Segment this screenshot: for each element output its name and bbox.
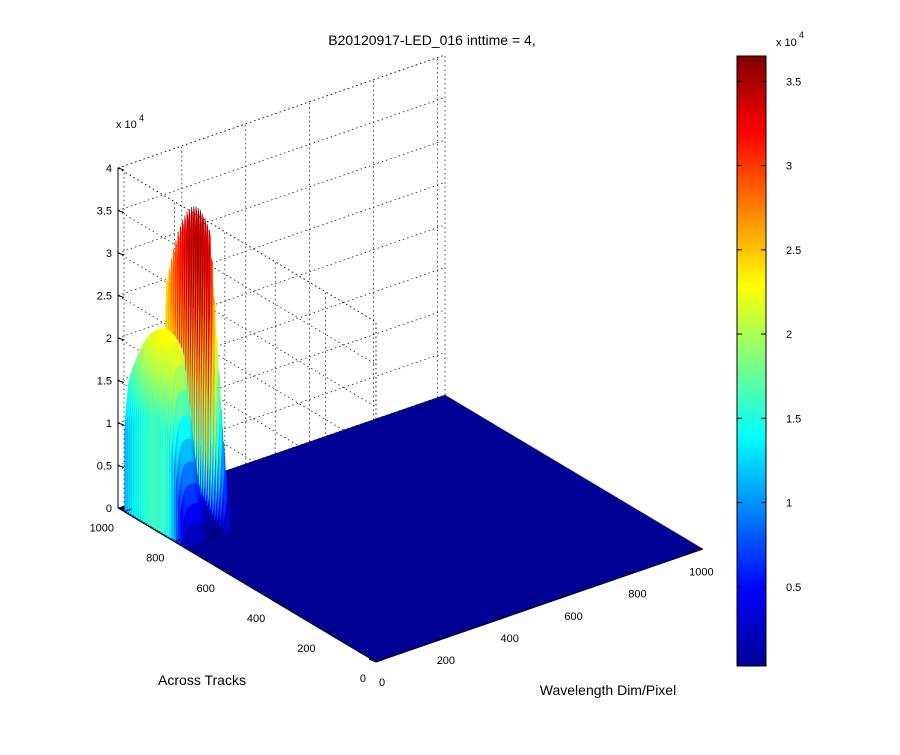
z-tick-mark-5 <box>117 295 125 298</box>
colorbar-tick-label-4: 2.5 <box>786 245 801 257</box>
colorbar-tick-label-2: 1.5 <box>786 413 801 425</box>
axis-layer: 0 0.5 1 1.5 2 2.5 3 3.5 4 0 200 400 600 800 1000 0 200 40… <box>90 163 714 689</box>
surface-row-27 <box>184 499 241 548</box>
x-tick-label-2: 400 <box>501 633 519 645</box>
x-tick-label-5: 1000 <box>689 567 713 579</box>
x-tick-label-1: 200 <box>437 655 455 667</box>
y-tick-mark-4 <box>174 538 182 543</box>
y-axis-label: Across Tracks <box>158 672 246 688</box>
x-tick-mark-4 <box>624 570 632 575</box>
surface-face <box>236 526 238 529</box>
z-tick-mark-2 <box>117 422 125 426</box>
colorbar-tick-label-0: 0.5 <box>786 582 801 594</box>
y-tick-label-4: 800 <box>146 553 164 565</box>
y-tick-label-1: 200 <box>297 643 315 655</box>
colorbar: 0.5 1 1.5 2 2.5 3 3.5 x 10 4 <box>736 30 804 667</box>
z-tick-mark-7 <box>117 210 125 213</box>
colorbar-tick-label-6: 3.5 <box>786 76 801 88</box>
z-tick-label-2: 1 <box>106 418 112 430</box>
grid-line-z-back-6 <box>117 139 446 254</box>
z-tick-label-7: 3.5 <box>97 206 112 218</box>
box-edge-4 <box>117 167 377 323</box>
chart-title: B20120917-LED_016 inttime = 4, <box>328 32 535 48</box>
y-tick-mark-2 <box>275 598 283 603</box>
grid-line-z-left-5 <box>117 295 377 450</box>
x-tick-label-4: 800 <box>628 589 646 601</box>
x-tick-label-0: 0 <box>379 677 385 689</box>
grid-line-z-back-3 <box>117 267 446 381</box>
colorbar-tick-label-5: 3 <box>786 161 792 173</box>
colorbar-ticks: 0.5 1 1.5 2 2.5 3 3.5 <box>737 76 801 594</box>
z-tick-label-6: 3 <box>106 248 112 260</box>
grid-line-z-back-4 <box>117 224 446 339</box>
x-axis-label: Wavelength Dim/Pixel <box>540 682 676 698</box>
z-exponent-label: x 10 <box>116 119 137 131</box>
z-tick-label-1: 0.5 <box>97 461 112 473</box>
y-tick-mark-5 <box>123 508 132 513</box>
grid-line-z-back-7 <box>117 97 446 211</box>
x-tick-mark-1 <box>432 636 441 641</box>
y-tick-label-3: 600 <box>196 583 214 595</box>
x-tick-mark-2 <box>496 614 504 619</box>
box-edge-3 <box>117 54 446 169</box>
colorbar-exponent-power: 4 <box>799 30 804 40</box>
colorbar-tick-label-3: 2 <box>786 329 792 341</box>
x-tick-mark-5 <box>688 548 696 553</box>
y-tick-mark-3 <box>224 568 232 573</box>
x-tick-mark-3 <box>560 592 568 597</box>
grid-line-z-back-2 <box>117 309 446 424</box>
colorbar-exponent-label: x 10 <box>776 37 797 49</box>
colorbar-gradient <box>736 55 767 667</box>
y-tick-mark-1 <box>325 628 333 633</box>
grid-line-z-back-5 <box>117 182 446 296</box>
y-tick-label-5: 1000 <box>90 523 114 535</box>
y-tick-label-0: 0 <box>360 673 366 685</box>
z-exponent-power: 4 <box>139 113 144 123</box>
z-tick-mark-6 <box>117 252 125 256</box>
grid-line-z-left-7 <box>117 210 377 365</box>
z-tick-mark-3 <box>117 380 125 383</box>
z-tick-label-3: 1.5 <box>97 376 112 388</box>
z-tick-mark-8 <box>117 167 125 171</box>
x-axis-line <box>375 548 704 663</box>
z-tick-mark-1 <box>117 465 125 468</box>
z-tick-label-5: 2.5 <box>97 291 112 303</box>
grid-line-z-back-1 <box>117 352 446 466</box>
surface-face <box>234 524 236 527</box>
z-tick-label-0: 0 <box>106 503 112 515</box>
z-tick-label-4: 2 <box>106 333 112 345</box>
x-tick-mark-0 <box>368 658 377 663</box>
z-tick-label-8: 4 <box>106 163 112 175</box>
y-axis-line <box>117 507 377 663</box>
grid-line-z-left-6 <box>117 252 377 408</box>
x-tick-label-3: 600 <box>564 611 582 623</box>
z-tick-mark-4 <box>117 337 125 341</box>
surface-mesh <box>124 206 241 548</box>
y-tick-label-2: 400 <box>247 613 265 625</box>
colorbar-tick-label-1: 1 <box>786 498 792 510</box>
surface-face <box>238 527 241 530</box>
grid-line-z-back-8 <box>117 54 446 169</box>
